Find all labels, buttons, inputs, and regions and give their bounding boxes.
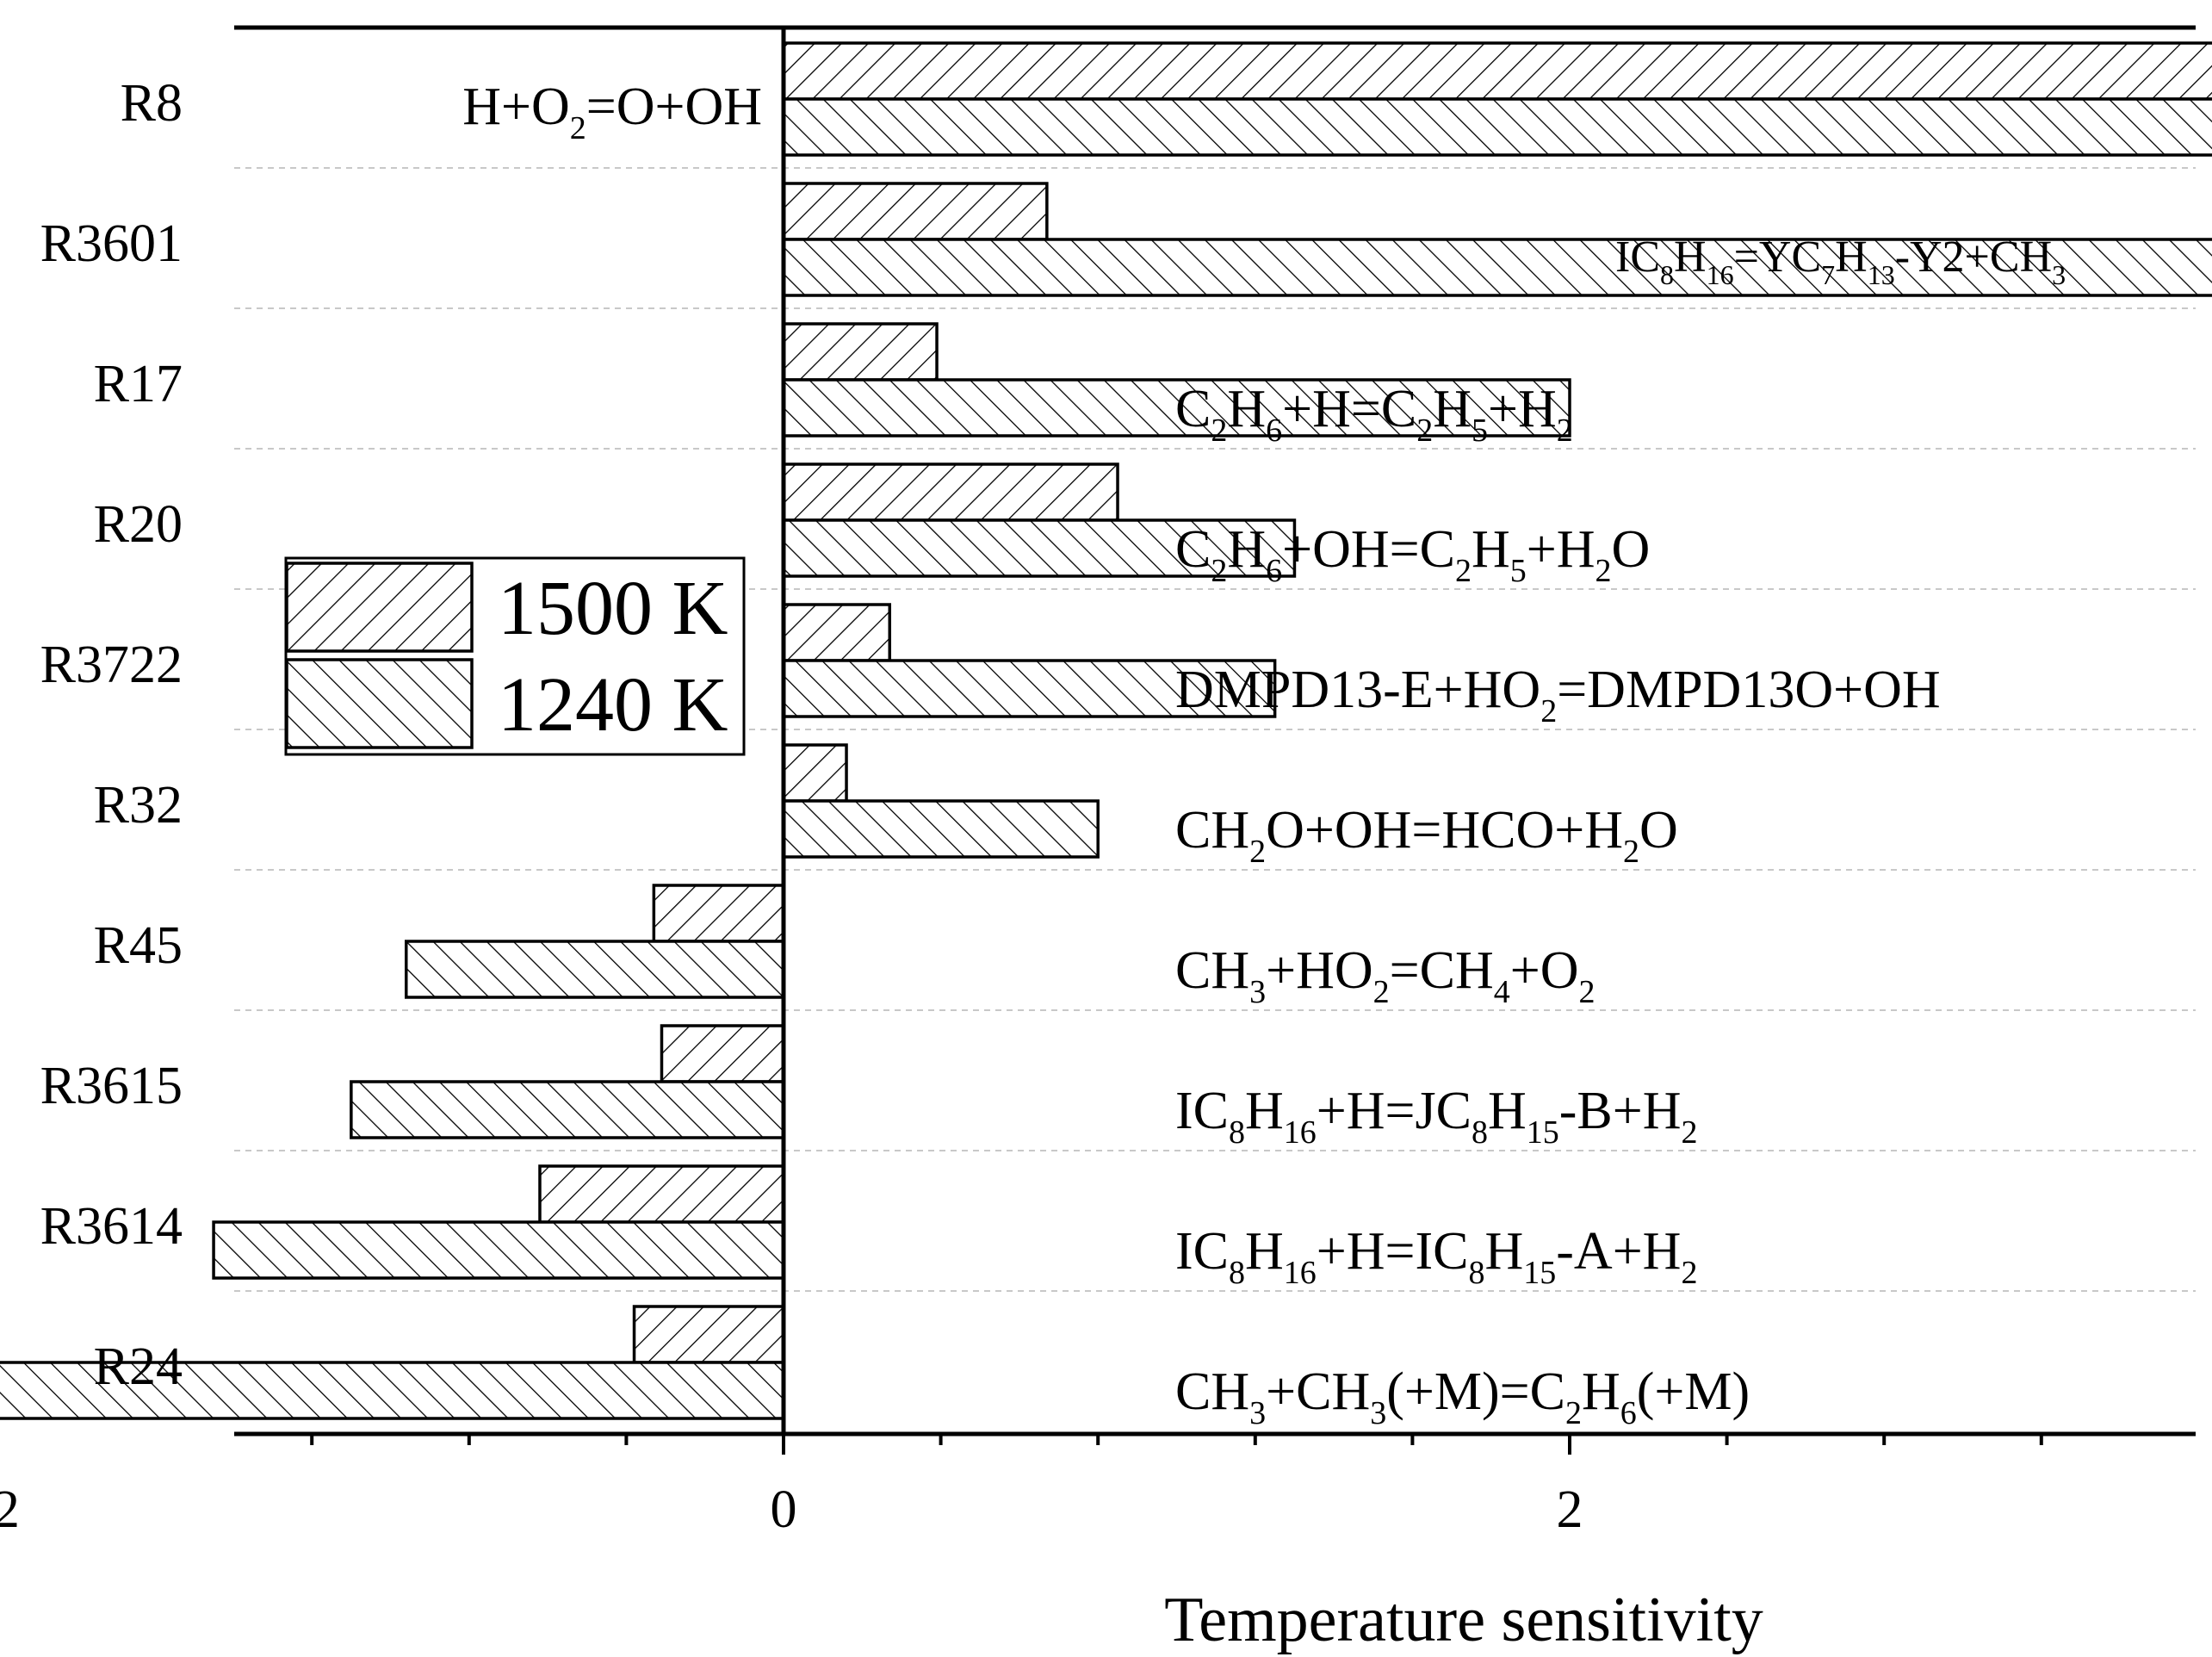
category-label: R45 bbox=[94, 916, 183, 975]
tick-label: 0 bbox=[771, 1480, 797, 1539]
reaction-label: C2H6+H=C2H5+H2 bbox=[1175, 380, 1573, 449]
legend-swatch bbox=[285, 658, 474, 749]
legend-label: 1240 K bbox=[498, 662, 728, 748]
reaction-label: CH2O+OH=HCO+H2O bbox=[1175, 801, 1678, 870]
axes bbox=[234, 25, 2196, 1437]
reaction-label: CH3+CH3(+M)=C2H6(+M) bbox=[1175, 1362, 1750, 1431]
bar-R3722-1240k bbox=[782, 659, 1277, 718]
category-label: R3601 bbox=[40, 214, 183, 273]
bar-R8-1240k bbox=[782, 97, 2212, 157]
reaction-label: IC8H16+H=JC8H15-B+H2 bbox=[1175, 1082, 1698, 1151]
reaction-labels: H+O2=O+OH IC8H16=YC7H13-Y2+CH3 C2H6+H=C2H5… bbox=[462, 78, 2066, 1431]
category-label: R3614 bbox=[40, 1197, 183, 1256]
bar-R24-1500k bbox=[632, 1305, 785, 1364]
bar-R17-1240k bbox=[782, 378, 1571, 438]
bar-R45-1240k bbox=[405, 940, 785, 999]
reaction-label: IC8H16=YC7H13-Y2+CH3 bbox=[1615, 233, 2066, 290]
bar-R45-1500k bbox=[652, 884, 785, 943]
bar-R3614-1500k bbox=[538, 1164, 785, 1224]
reaction-label: C2H6+OH=C2H5+H2O bbox=[1175, 520, 1650, 589]
category-label: R20 bbox=[94, 495, 183, 554]
category-label: R24 bbox=[94, 1337, 183, 1396]
category-label: R8 bbox=[121, 74, 183, 133]
bar-R3615-1240k bbox=[350, 1080, 785, 1139]
reaction-label: DMPD13-E+HO2=DMPD13O+OH bbox=[1175, 661, 1941, 729]
reaction-label: IC8H16+H=IC8H15-A+H2 bbox=[1175, 1222, 1697, 1291]
bar-R32-1500k bbox=[782, 743, 848, 803]
x-axis-label: Temperature sensitivity bbox=[1164, 1585, 1763, 1655]
reaction-label: H+O2=O+OH bbox=[462, 78, 762, 146]
category-labels: R8 R3601 R17 R20 R3722 R32 R45 R3615 R3614 R24 bbox=[40, 74, 183, 1396]
tick-label: 2 bbox=[1557, 1480, 1583, 1539]
bar-R3601-1500k bbox=[782, 182, 1049, 241]
bar-R20-1240k bbox=[782, 518, 1297, 578]
bar-R32-1240k bbox=[782, 799, 1100, 859]
legend: 1500 K 1240 K bbox=[284, 556, 746, 756]
reaction-label: CH3+HO2=CH4+O2 bbox=[1175, 941, 1595, 1010]
bar-R20-1500k bbox=[782, 462, 1119, 522]
legend-swatch bbox=[285, 562, 474, 653]
legend-label: 1500 K bbox=[498, 566, 728, 651]
category-label: R32 bbox=[94, 776, 183, 835]
bar-R17-1500k bbox=[782, 322, 939, 382]
bar-R3722-1500k bbox=[782, 603, 892, 662]
bar-R3614-1240k bbox=[212, 1220, 785, 1280]
bars bbox=[0, 41, 2212, 1420]
bar-R8-1500k bbox=[782, 41, 2212, 101]
category-label: R3615 bbox=[40, 1057, 183, 1115]
category-label: R3722 bbox=[40, 636, 183, 694]
bar-R3615-1500k bbox=[660, 1024, 785, 1083]
x-ticks: -20246 bbox=[0, 1434, 2043, 1539]
category-label: R17 bbox=[94, 355, 183, 413]
tick-label: -2 bbox=[0, 1480, 20, 1539]
